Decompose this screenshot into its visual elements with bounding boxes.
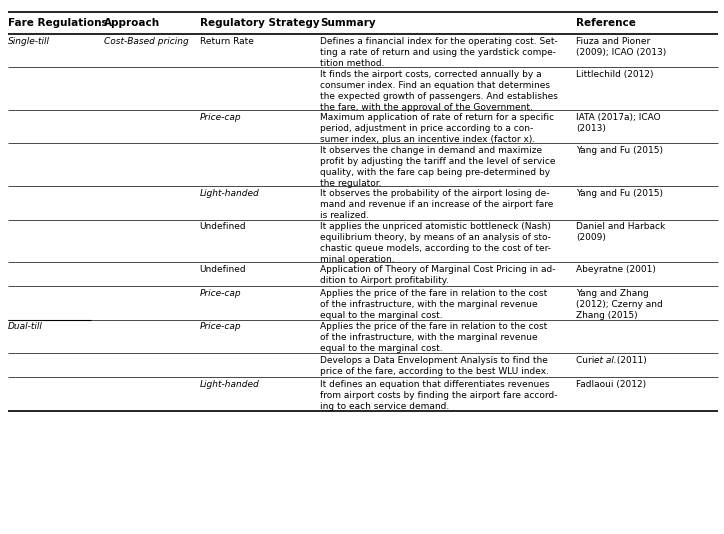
Text: (2011): (2011): [614, 356, 647, 365]
Text: Yang and Fu (2015): Yang and Fu (2015): [576, 189, 663, 198]
Text: It observes the probability of the airport losing de-
mand and revenue if an inc: It observes the probability of the airpo…: [321, 189, 554, 220]
Text: Dual-till: Dual-till: [8, 323, 43, 331]
Text: Approach: Approach: [104, 18, 160, 28]
Text: Abeyratne (2001): Abeyratne (2001): [576, 265, 656, 274]
Text: Summary: Summary: [321, 18, 376, 28]
Text: Undefined: Undefined: [200, 265, 246, 274]
Text: Daniel and Harback
(2009): Daniel and Harback (2009): [576, 222, 665, 242]
Text: Price-cap: Price-cap: [200, 289, 241, 298]
Text: It applies the unpriced atomistic bottleneck (Nash)
equilibrium theory, by means: It applies the unpriced atomistic bottle…: [321, 222, 552, 264]
Text: Yang and Fu (2015): Yang and Fu (2015): [576, 146, 663, 155]
Text: It observes the change in demand and maximize
profit by adjusting the tariff and: It observes the change in demand and max…: [321, 146, 556, 189]
Text: Return Rate: Return Rate: [200, 36, 253, 45]
Text: Regulatory Strategy: Regulatory Strategy: [200, 18, 319, 28]
Text: Reference: Reference: [576, 18, 636, 28]
Text: Littlechild (2012): Littlechild (2012): [576, 70, 654, 79]
Text: Fiuza and Pioner
(2009); ICAO (2013): Fiuza and Pioner (2009); ICAO (2013): [576, 36, 666, 57]
Text: It defines an equation that differentiates revenues
from airport costs by findin: It defines an equation that differentiat…: [321, 380, 558, 411]
Text: Fadlaoui (2012): Fadlaoui (2012): [576, 380, 646, 389]
Text: Applies the price of the fare in relation to the cost
of the infrastructure, wit: Applies the price of the fare in relatio…: [321, 323, 547, 354]
Text: Yang and Zhang
(2012); Czerny and
Zhang (2015): Yang and Zhang (2012); Czerny and Zhang …: [576, 289, 662, 320]
Text: Cost-Based pricing: Cost-Based pricing: [104, 36, 188, 45]
Text: Single-till: Single-till: [8, 36, 50, 45]
Text: Light-handed: Light-handed: [200, 380, 259, 389]
Text: It finds the airport costs, corrected annually by a
consumer index. Find an equa: It finds the airport costs, corrected an…: [321, 70, 558, 112]
Text: IATA (2017a); ICAO
(2013): IATA (2017a); ICAO (2013): [576, 113, 660, 133]
Text: Undefined: Undefined: [200, 222, 246, 231]
Text: Price-cap: Price-cap: [200, 323, 241, 331]
Text: Light-handed: Light-handed: [200, 189, 259, 198]
Text: Curi: Curi: [576, 356, 597, 365]
Text: Develops a Data Envelopment Analysis to find the
price of the fare, according to: Develops a Data Envelopment Analysis to …: [321, 356, 550, 376]
Text: Application of Theory of Marginal Cost Pricing in ad-
dition to Airport profitab: Application of Theory of Marginal Cost P…: [321, 265, 556, 285]
Text: Applies the price of the fare in relation to the cost
of the infrastructure, wit: Applies the price of the fare in relatio…: [321, 289, 547, 320]
Text: Fare Regulations: Fare Regulations: [8, 18, 108, 28]
Text: et al.: et al.: [594, 356, 618, 365]
Text: Defines a financial index for the operating cost. Set-
ting a rate of return and: Defines a financial index for the operat…: [321, 36, 558, 68]
Text: Maximum application of rate of return for a specific
period, adjustment in price: Maximum application of rate of return fo…: [321, 113, 555, 144]
Text: Price-cap: Price-cap: [200, 113, 241, 122]
